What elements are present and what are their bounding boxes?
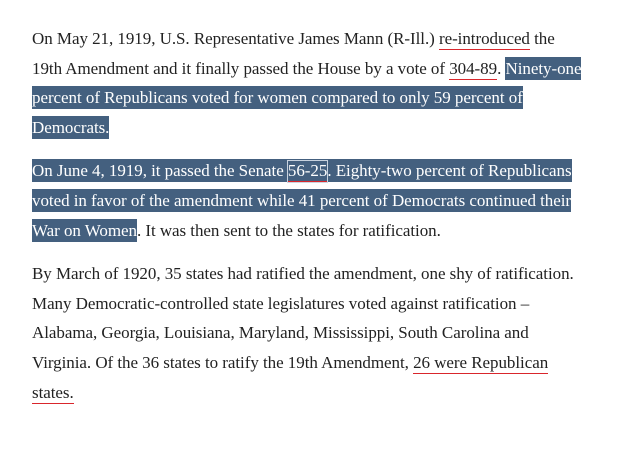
paragraph-next-cut-off [32, 421, 587, 443]
paragraph-house-vote: On May 21, 1919, U.S. Representative Jam… [32, 24, 587, 142]
paragraph-text: the 19th Amendment and it finally passed… [32, 29, 555, 78]
republican-states-link[interactable]: 26 were Republican states. [32, 352, 549, 404]
article-body: On May 21, 1919, U.S. Representative Jam… [32, 24, 587, 457]
paragraph-text: On May 21, 1919, U.S. Representative Jam… [32, 29, 439, 48]
senate-vote-link[interactable]: 56-25 [286, 160, 329, 184]
paragraph-text: By March of 1920, 35 states had ratified… [32, 264, 574, 372]
selected-text-part: On June 4, 1919, it passed the Senate [32, 161, 288, 181]
house-vote-link[interactable]: 304-89 [449, 58, 498, 80]
paragraph-text: . [497, 58, 506, 78]
re-introduced-link[interactable]: re-introduced [438, 29, 530, 50]
paragraph-text: . It was then sent to the states for rat… [136, 220, 441, 240]
paragraph-senate-vote: On June 4, 1919, it passed the Senate 56… [32, 156, 587, 245]
paragraph-ratification: By March of 1920, 35 states had ratified… [32, 259, 587, 407]
selected-text-part: . Eighty-two percent of Republicans vote… [32, 161, 572, 240]
